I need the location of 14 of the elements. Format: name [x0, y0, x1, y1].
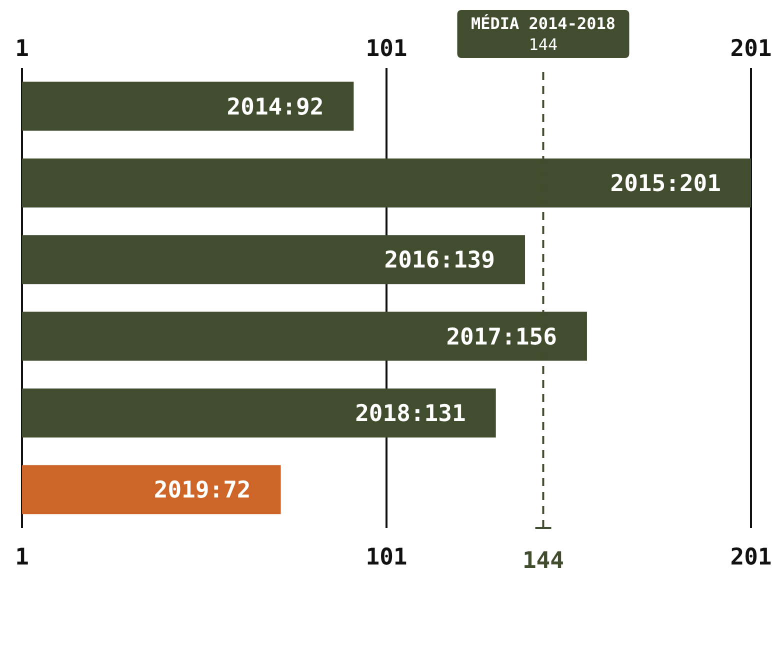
x2-tick-label: 201: [730, 36, 772, 62]
ref-line-label: MÉDIA 2014-2018 144: [470, 14, 616, 54]
x-tick-label: 101: [366, 544, 408, 570]
x2-tick-label: 1: [15, 36, 29, 62]
text: 144: [522, 548, 564, 574]
data-label: 2018:131: [355, 400, 466, 427]
data-label: 2015:201: [610, 170, 721, 197]
x-tick-label: 201: [730, 544, 772, 570]
data-label: 2019:72: [154, 478, 251, 504]
data-label: 2017:156: [446, 324, 557, 350]
x-tick-label: 1: [15, 544, 29, 570]
x2-tick-label: 101: [366, 36, 408, 62]
data-label: 2014:92: [226, 94, 324, 120]
data-label: 2016:139: [384, 248, 496, 274]
